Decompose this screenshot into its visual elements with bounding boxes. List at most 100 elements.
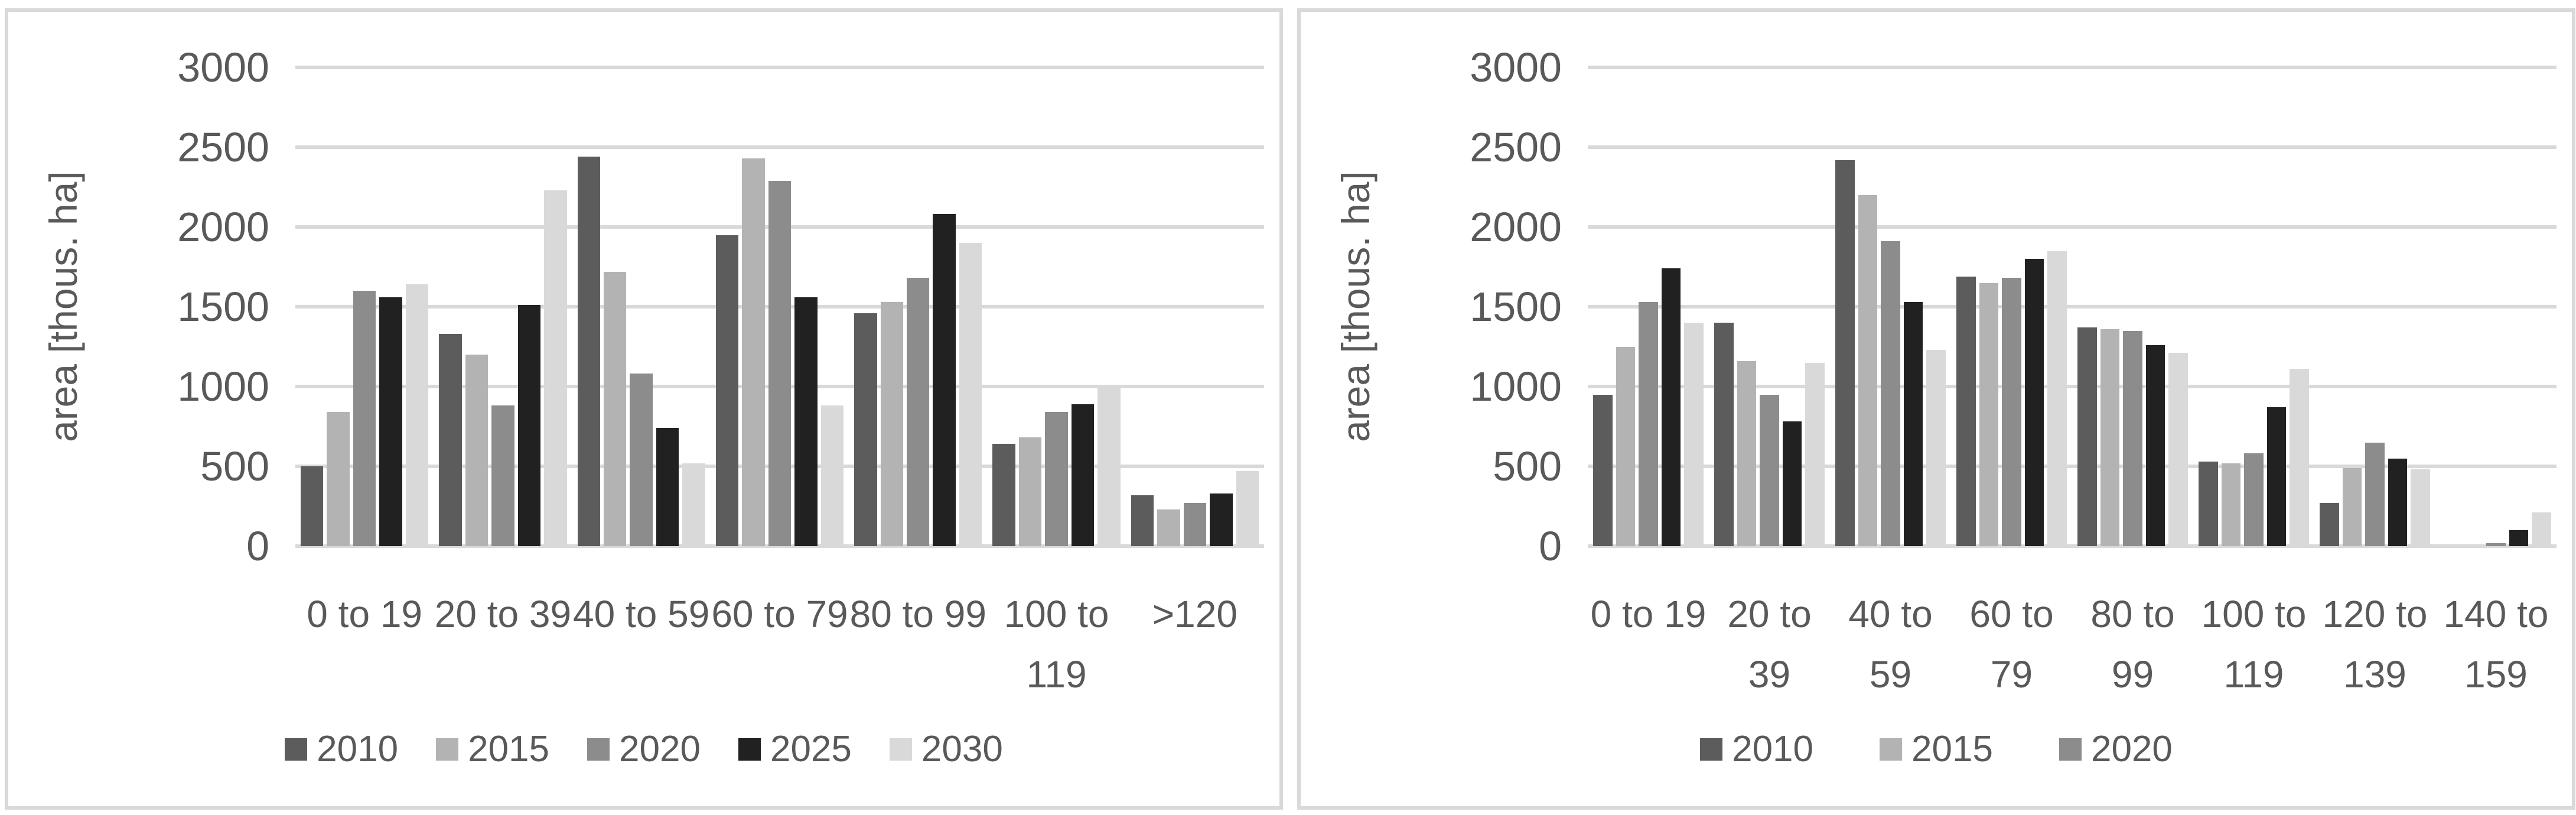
y-axis-tick-label: 1500	[1470, 284, 1562, 330]
bar-2030-0to19	[1684, 323, 1704, 546]
x-axis-label: 80 to 99	[849, 593, 986, 635]
bar-2015-0to19	[1616, 346, 1636, 546]
bar-2010-40to59	[577, 157, 601, 546]
legend-swatch-icon	[738, 738, 761, 761]
legend-swatch-icon	[285, 738, 308, 761]
legend-label: 2020	[2090, 729, 2173, 769]
y-axis-tick-label: 0	[1539, 523, 1562, 569]
y-axis-tick-label: 2500	[177, 124, 269, 170]
bar-group	[1126, 67, 1264, 546]
bar-2030-60to79	[820, 405, 844, 546]
bar-2015-20to39	[1737, 361, 1757, 546]
bar-2010-0to19	[1593, 394, 1613, 546]
bar-2030-60to79	[2047, 251, 2067, 546]
legend-label: 2030	[921, 729, 1003, 769]
x-axis-label: 40 to 59	[573, 593, 710, 635]
x-axis-label: 80 to 99	[2090, 593, 2175, 696]
y-axis-tick-label: 1000	[177, 363, 269, 410]
bar-2030-100to119	[2290, 369, 2309, 546]
y-axis-tick-label: 2000	[1470, 203, 1562, 250]
y-axis-tick-label: 1500	[177, 284, 269, 330]
gridline	[1588, 66, 2557, 69]
bar-2030-40to59	[1926, 349, 1946, 546]
x-axis-label: 0 to 19	[1590, 593, 1707, 635]
bar-group	[572, 67, 711, 546]
bar-2025-100to119	[1071, 404, 1095, 546]
bar-2010-80to99	[854, 313, 877, 546]
bar-2030-20to39	[544, 190, 567, 546]
bar-2030-80to99	[959, 243, 982, 546]
y-axis-tick-label: 0	[246, 523, 269, 569]
bar-2025-40to59	[1903, 301, 1923, 546]
bar-2010-60to79	[715, 235, 739, 546]
bar-2025-60to79	[2024, 259, 2044, 546]
bar-2020-100to119	[1045, 412, 1068, 546]
gridline	[295, 145, 1264, 149]
bar-2030-100to119	[1098, 387, 1121, 546]
legend-item: 2030	[889, 728, 1003, 770]
bar-2015-40to59	[1858, 195, 1878, 546]
bar-2025-20to39	[1782, 421, 1802, 546]
bar-group	[1830, 67, 1951, 546]
y-axis-tick-label: 2000	[177, 203, 269, 250]
x-axis-label: 60 to 79	[711, 593, 848, 635]
x-axis-line	[295, 544, 1264, 548]
bar-2020-20to39	[1760, 394, 1779, 546]
bar-2015->120	[1157, 509, 1180, 546]
bar-2020-40to59	[630, 374, 653, 546]
bar-group	[711, 67, 849, 546]
bar-2025-40to59	[656, 428, 679, 546]
x-axis-label: 60 to 79	[1969, 593, 2054, 696]
x-axis-label: 100 to 119	[2201, 593, 2307, 696]
y-axis: 0 500 1000 1500 2000 2500 3000	[1301, 44, 1562, 569]
bar-2020-100to119	[2244, 453, 2264, 546]
bar-group	[2072, 67, 2193, 546]
bar-2030-80to99	[2168, 353, 2188, 546]
bar-2010-80to99	[2077, 327, 2097, 546]
legend: 2010 2015 2020	[1301, 728, 2572, 770]
bar-2010-20to39	[439, 333, 462, 546]
bar-2025-20to39	[517, 305, 541, 546]
bar-group	[849, 67, 987, 546]
bar-2020-80to99	[2123, 330, 2142, 546]
y-axis: 0 500 1000 1500 2000 2500 3000	[8, 44, 269, 569]
gridline	[1588, 305, 2557, 309]
bar-2025-100to119	[2266, 407, 2287, 546]
bar-groups	[1588, 67, 2557, 546]
bar-2025-0to19	[1661, 268, 1681, 546]
bar-2020-80to99	[907, 278, 930, 546]
bar-2025-0to19	[379, 297, 402, 546]
bar-2025-120to139	[2388, 458, 2408, 546]
bar-2010->120	[1131, 495, 1154, 546]
bar-2010-120to139	[2320, 503, 2339, 546]
bar-2010-40to59	[1835, 160, 1855, 546]
bar-group	[434, 67, 572, 546]
chart-panel-left: area [thous. ha] 0 500 1000 1500 2000 2500 300…	[5, 8, 1283, 810]
bar-2020-60to79	[768, 180, 792, 546]
bar-2025->120	[1210, 493, 1233, 546]
bar-2030-40to59	[682, 463, 705, 546]
bar-2010-60to79	[1956, 276, 1976, 546]
y-axis-tick-label: 500	[200, 443, 269, 489]
x-axis-label: >120	[1152, 593, 1237, 635]
bar-group	[2193, 67, 2314, 546]
x-axis: 0 to 19 20 to 39 40 to 59 60 to 79 80 to 99 1…	[1588, 584, 2557, 705]
bar-2015-100to119	[1018, 437, 1042, 546]
plot-area	[1588, 66, 2557, 548]
bar-2020-120to139	[2365, 442, 2385, 546]
bar-group	[295, 67, 434, 546]
bar-2015-80to99	[880, 301, 904, 546]
bar-2015-100to119	[2221, 463, 2241, 546]
bar-group	[1588, 67, 1709, 546]
legend-swatch-icon	[1880, 738, 1903, 761]
gridline	[1588, 145, 2557, 149]
plot-area	[295, 66, 1264, 548]
gridline	[1588, 384, 2557, 388]
bar-2015-40to59	[604, 271, 627, 546]
x-axis-label: 40 to 59	[1848, 593, 1933, 696]
bar-2020-20to39	[491, 405, 514, 546]
y-axis-tick-label: 1000	[1470, 363, 1562, 410]
bar-2030->120	[1236, 471, 1259, 546]
legend-item: 2020	[587, 728, 701, 770]
